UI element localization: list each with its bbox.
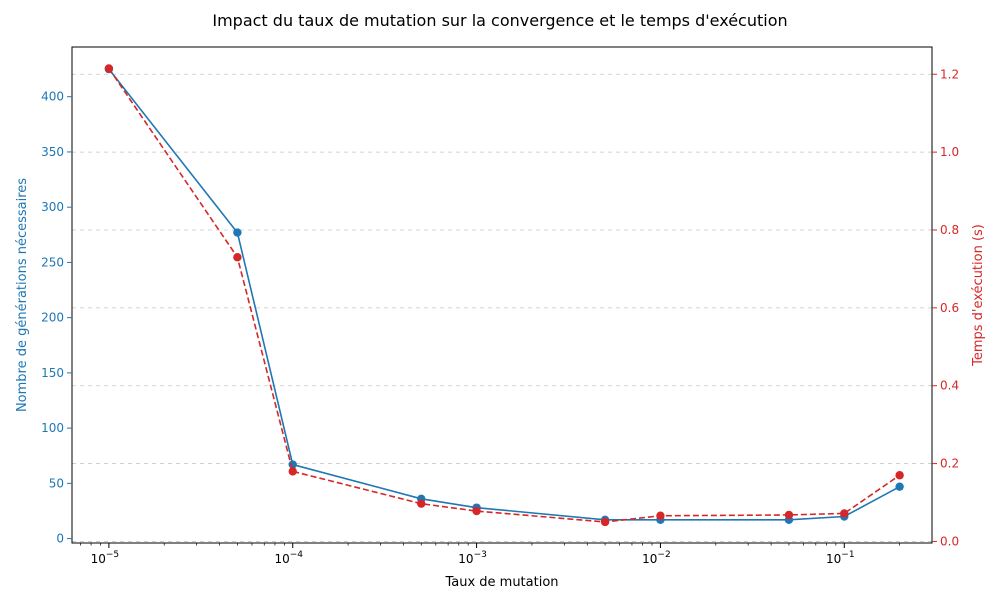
y-right-tick-label: 0.2 <box>940 457 959 471</box>
series-line-2 <box>108 67 901 523</box>
y-left-axis: 0 50 100 150 200 250 300 350 400 <box>41 90 72 546</box>
x-tick-label: 10−3 <box>458 550 487 566</box>
y-right-tick-label: 0.6 <box>940 301 959 315</box>
data-point <box>600 517 610 527</box>
y-left-axis-label: Nombre de générations nécessaires <box>15 178 30 412</box>
y-left-tick-label: 250 <box>41 255 64 269</box>
data-point <box>288 467 297 476</box>
x-tick-label: 10−1 <box>826 550 855 566</box>
y-left-tick-label: 50 <box>49 476 64 490</box>
y-left-tick-label: 150 <box>41 366 64 380</box>
x-axis-label: Taux de mutation <box>444 575 558 590</box>
x-tick-label: 10−2 <box>642 550 671 566</box>
y-right-axis-label: Temps d'exécution (s) <box>971 224 986 367</box>
y-left-tick-label: 0 <box>56 532 64 546</box>
plot-frame <box>71 46 933 544</box>
x-tick-label: 10−5 <box>91 550 120 566</box>
data-point <box>104 64 114 73</box>
x-axis: 10−5 10−4 10−3 10−2 10−1 <box>80 543 900 566</box>
x-tick-label: 10−4 <box>274 550 303 566</box>
data-point <box>895 482 904 491</box>
data-point <box>288 460 297 469</box>
y-left-tick-label: 200 <box>41 311 64 325</box>
series-line-1 <box>108 68 901 521</box>
data-point <box>895 471 904 480</box>
y-right-tick-label: 0.0 <box>940 534 959 548</box>
y-right-tick-label: 1.2 <box>940 67 959 81</box>
data-point <box>656 511 665 520</box>
y-left-tick-label: 350 <box>41 145 64 159</box>
y-right-tick-label: 0.8 <box>940 223 959 237</box>
y-left-tick-label: 400 <box>41 90 64 104</box>
data-point <box>233 228 242 237</box>
y-right-tick-label: 0.4 <box>940 379 959 393</box>
series-layer <box>104 64 904 527</box>
data-point <box>472 506 481 516</box>
y-left-tick-label: 100 <box>41 421 64 435</box>
data-point <box>417 499 426 508</box>
y-left-tick-label: 300 <box>41 200 64 214</box>
data-point <box>784 510 794 520</box>
data-point <box>233 253 242 262</box>
chart-title: Impact du taux de mutation sur la conver… <box>212 11 787 30</box>
data-point <box>840 509 849 518</box>
y-right-axis: 0.0 0.2 0.4 0.6 0.8 1.0 1.2 <box>932 67 959 548</box>
y-right-tick-label: 1.0 <box>940 145 959 159</box>
